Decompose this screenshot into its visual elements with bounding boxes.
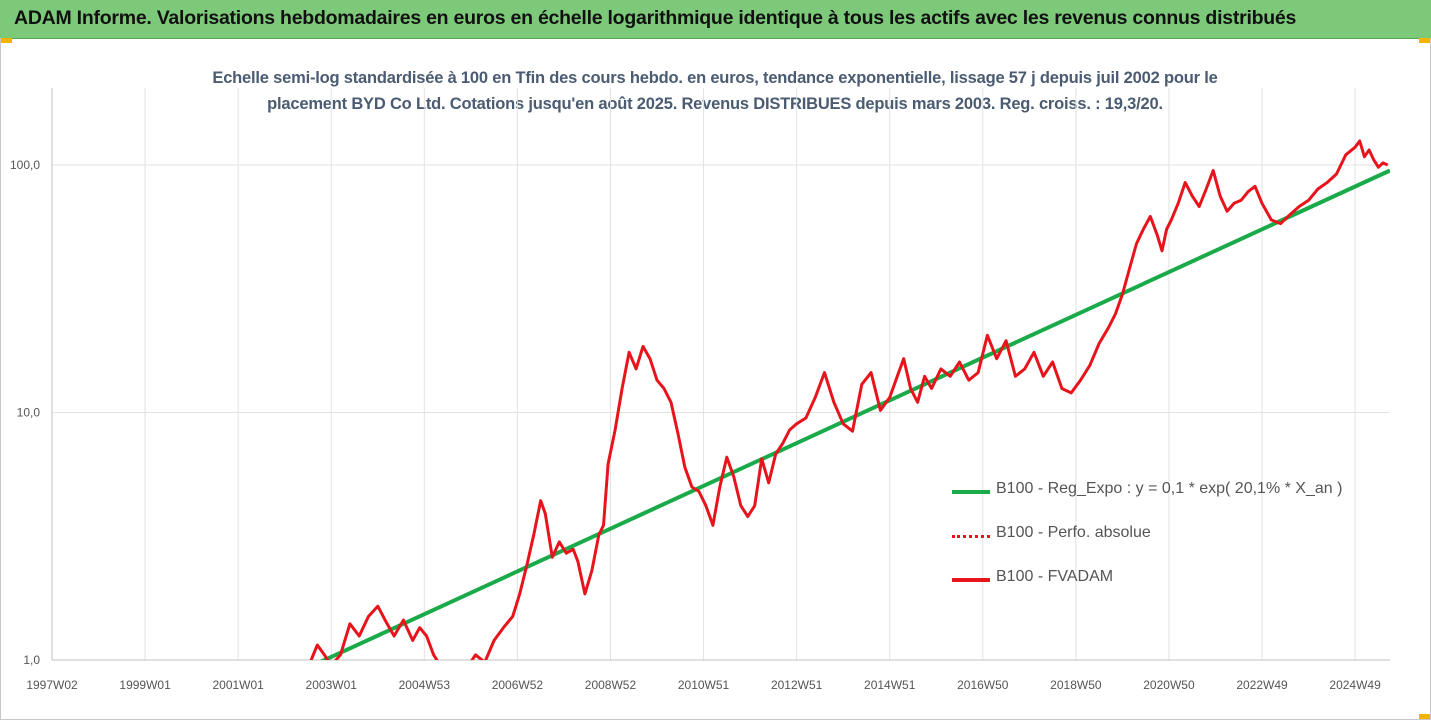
x-tick-label-13: 2022W49 [1236, 678, 1288, 692]
x-tick-label-6: 2008W52 [585, 678, 637, 692]
banner: ADAM Informe. Valorisations hebdomadaire… [0, 0, 1431, 39]
corner-accent-right [1419, 38, 1431, 43]
corner-accent-left [0, 38, 12, 43]
chart-title-line-2: placement BYD Co Ltd. Cotations jusqu'en… [267, 95, 1163, 113]
tick-labels: 1997W02 1999W01 2001W01 2003W01 2004W53 2006W… [10, 158, 1381, 692]
x-tick-label-0: 1997W02 [26, 678, 78, 692]
grid [51, 88, 1390, 661]
x-tick-label-3: 2003W01 [306, 678, 358, 692]
axes [51, 88, 1390, 661]
x-tick-label-10: 2016W50 [957, 678, 1009, 692]
x-tick-label-11: 2018W50 [1050, 678, 1102, 692]
series-trend-line [319, 168, 1390, 660]
x-tick-label-8: 2012W51 [771, 678, 823, 692]
y-tick-label-0: 1,0 [23, 653, 40, 667]
banner-title: ADAM Informe. Valorisations hebdomadaire… [14, 7, 1297, 29]
x-tick-label-12: 2020W50 [1143, 678, 1195, 692]
x-tick-label-5: 2006W52 [492, 678, 544, 692]
x-tick-label-4: 2004W53 [399, 678, 451, 692]
chart-title: Echelle semi-log standardisée à 100 en T… [140, 65, 1290, 117]
series-fvadam-line [309, 139, 1389, 660]
chart-title-line-1: Echelle semi-log standardisée à 100 en T… [212, 69, 1218, 87]
legend-label-fvadam: B100 - FVADAM [996, 568, 1114, 585]
x-tick-label-1: 1999W01 [119, 678, 171, 692]
x-tick-label-14: 2024W49 [1329, 678, 1381, 692]
legend-swatch-fvadam [952, 578, 990, 582]
legend-label-perfo: B100 - Perfo. absolue [996, 524, 1151, 541]
series [309, 139, 1390, 660]
y-tick-label-2: 100,0 [10, 158, 40, 172]
legend-swatch-perfo [952, 535, 990, 538]
x-tick-label-7: 2010W51 [678, 678, 730, 692]
y-tick-label-1: 10,0 [17, 406, 41, 420]
legend-label-trend: B100 - Reg_Expo : y = 0,1 * exp( 20,1% *… [996, 480, 1343, 497]
corner-accent-bottom-right [1419, 714, 1431, 719]
x-tick-label-9: 2014W51 [864, 678, 916, 692]
legend-swatch-trend [952, 490, 990, 494]
x-tick-label-2: 2001W01 [212, 678, 264, 692]
